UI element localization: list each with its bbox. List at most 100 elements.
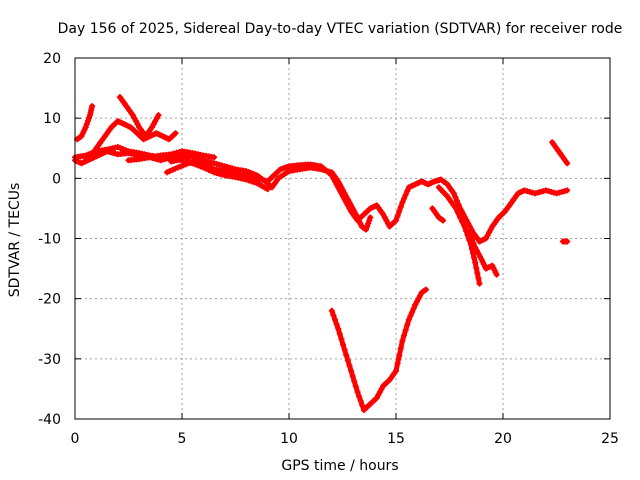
data-point [413,298,420,305]
data-point [404,321,411,328]
data-point [335,178,342,185]
data-point [452,194,459,201]
data-point [401,332,408,339]
data-point [84,118,91,125]
grid [75,58,610,419]
data-point [402,327,409,334]
data-point [564,160,571,167]
data-point [487,226,494,233]
data-point [467,233,474,240]
data-point [330,312,337,319]
data-point [461,223,468,230]
data-point [471,255,478,262]
x-axis-label: GPS time / hours [281,458,398,474]
data-point [149,124,156,131]
data-point [363,226,370,233]
data-point [346,362,353,369]
data-point [366,217,373,224]
y-tick-label: -40 [38,412,61,428]
data-point [349,373,356,380]
data-point [474,270,481,277]
data-point [338,336,345,343]
data-point [453,197,460,204]
data-point [394,212,401,219]
series-track-e [116,94,162,140]
data-point [336,331,343,338]
data-point [343,193,350,200]
data-point [476,280,483,287]
data-point [564,238,571,245]
data-point [473,247,480,254]
data-point [381,214,388,221]
data-point [383,217,390,224]
data-point [475,275,482,282]
data-point [340,187,347,194]
data-point [82,124,89,131]
data-point [351,208,358,215]
x-tick-label: 25 [601,431,619,447]
data-point [344,196,351,203]
data-point [341,346,348,353]
data-point [352,383,359,390]
data-point [417,292,424,299]
data-point [134,121,141,128]
data-point [211,154,218,161]
data-point [450,202,457,209]
data-point [89,103,96,110]
x-tick-label: 20 [494,431,512,447]
data-point [393,367,399,374]
data-point [367,214,374,221]
data-point [484,232,491,239]
data-point [473,264,480,271]
data-point [153,115,160,122]
data-point [129,112,136,119]
series-track-n [559,238,571,245]
data-point [410,305,417,312]
data-point [77,133,84,140]
data-point [482,235,489,242]
data-point [457,214,464,221]
data-point [415,295,422,302]
data-point [85,115,92,122]
data-point [344,357,351,364]
data-point [402,191,409,198]
data-point [476,253,483,260]
data-point [131,115,138,122]
chart-title: Day 156 of 2025, Sidereal Day-to-day VTE… [58,21,623,37]
data-point [472,244,479,251]
data-point [399,337,406,344]
y-tick-label: -20 [38,292,61,308]
data-point [393,217,399,224]
data-point [564,187,571,194]
data-point [357,397,364,404]
data-point [155,112,162,119]
data-point [475,250,482,257]
data-point [359,402,366,409]
data-point [412,301,419,308]
data-point [373,394,380,401]
series-track-f [125,148,218,164]
series-track-i [328,286,429,413]
data-point [346,199,353,206]
series-track-m [549,139,571,167]
data-point [446,196,453,203]
data-point [376,388,383,395]
data-point [264,186,271,193]
data-point [486,229,493,236]
data-point [349,205,356,212]
data-point [455,201,462,208]
data-point [493,271,500,278]
data-point [336,181,343,188]
data-point [397,203,404,210]
data-point [405,316,412,323]
data-point [335,325,342,332]
data-point [470,240,477,247]
series-track-k [465,229,500,278]
data-point [351,378,358,385]
data-point [422,286,429,293]
y-axis-label: SDTVAR / TECUs [7,183,23,298]
x-tick-label: 0 [71,431,80,447]
data-point [333,321,340,328]
data-point [354,388,361,395]
